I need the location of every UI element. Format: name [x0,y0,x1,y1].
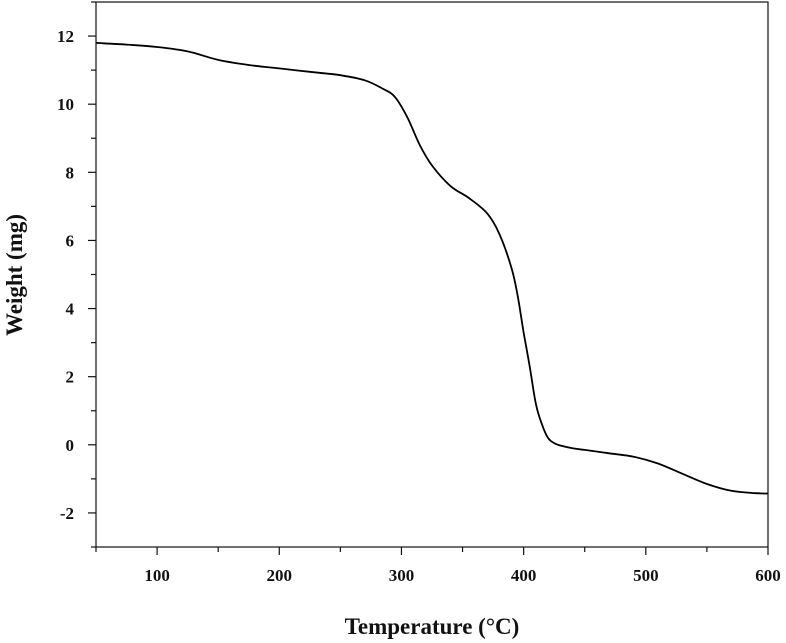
x-tick-label: 200 [267,566,293,585]
y-tick-label: 4 [66,300,75,319]
y-axis-title: Weight (mg) [2,214,27,336]
y-tick-label: -2 [60,504,74,523]
x-tick-label: 300 [389,566,415,585]
x-tick-label: 400 [511,566,537,585]
y-tick-label: 8 [66,163,75,182]
y-tick-label: 12 [57,27,74,46]
x-axis: 100 200 300 400 500 600 [95,547,781,585]
x-axis-title: Temperature (°C) [345,614,520,639]
y-tick-label: 6 [66,231,75,250]
y-tick-label: 10 [57,95,74,114]
x-tick-label: 100 [144,566,170,585]
y-tick-label: 0 [66,436,75,455]
x-tick-label: 600 [755,566,781,585]
weight-curve [95,42,769,495]
y-axis: -2 0 2 4 6 8 10 12 [57,1,96,548]
x-tick-label: 500 [633,566,659,585]
plot-frame [95,1,769,548]
y-tick-label: 2 [66,368,75,387]
